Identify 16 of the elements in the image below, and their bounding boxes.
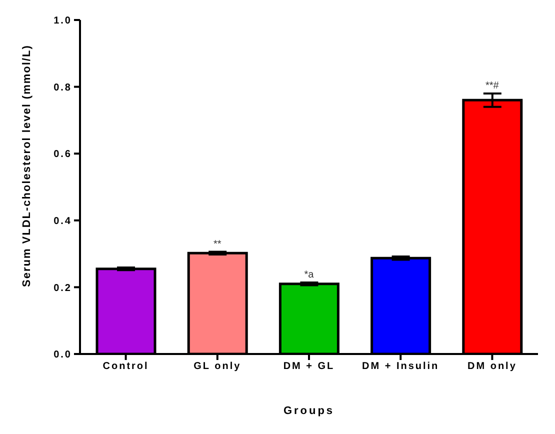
y-axis-title: Serum VLDL-cholesterol level (mmol/L)	[20, 44, 33, 287]
y-tick-label: 0.8	[54, 82, 72, 94]
annotation: **	[214, 238, 222, 250]
annotation: *a	[304, 270, 314, 281]
x-axis-title: Groups	[283, 405, 335, 417]
y-tick-label: 0.4	[54, 216, 72, 227]
y-tick-label: 1.0	[54, 16, 72, 27]
x-tick-label: DM only	[468, 361, 517, 372]
x-tick-label: DM + GL	[283, 361, 335, 372]
y-tick-label: 0.0	[54, 350, 72, 361]
y-tick-label: 0.6	[54, 149, 72, 160]
y-tick-label: 0.2	[54, 282, 72, 294]
x-tick-label: Control	[102, 361, 149, 372]
annotation: **#	[486, 80, 500, 92]
x-tick-label: DM + Insulin	[362, 361, 440, 372]
x-tick-label: GL only	[194, 361, 242, 372]
